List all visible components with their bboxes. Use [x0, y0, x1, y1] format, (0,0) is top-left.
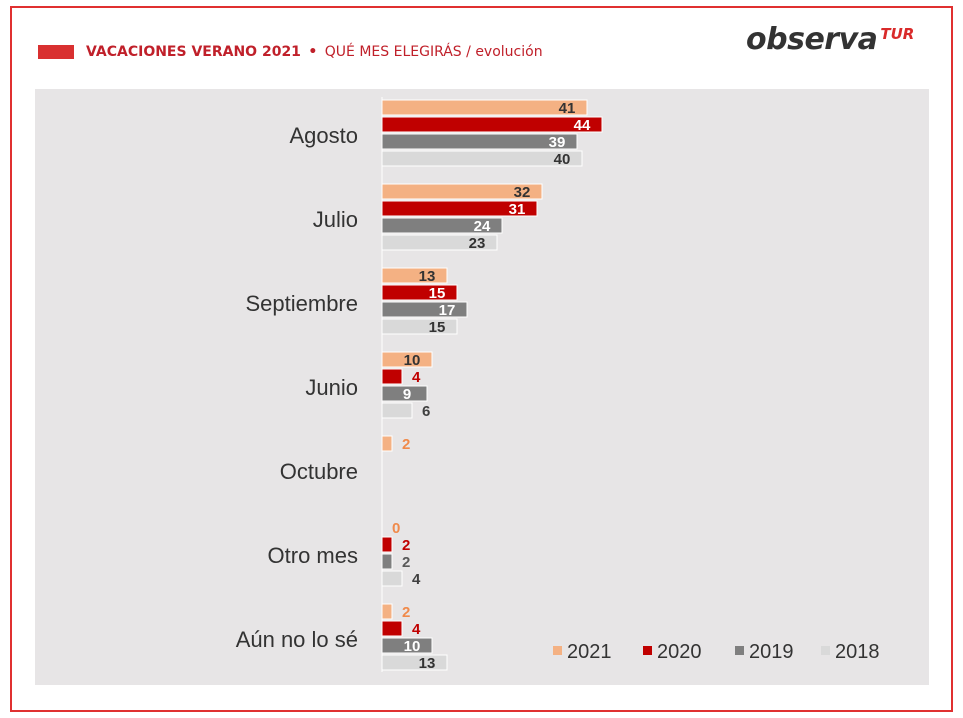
- bar-2020: [381, 116, 603, 133]
- bar-2018: [381, 402, 413, 419]
- page-frame: [10, 6, 953, 712]
- data-label-2019: 39: [549, 134, 566, 151]
- data-label-2021: 2: [402, 604, 410, 621]
- bar-2020: [381, 284, 458, 301]
- title-subtitle: QUÉ MES ELEGIRÁS / evolución: [324, 44, 543, 60]
- legend-swatch-2021: [553, 646, 562, 655]
- legend-label-2021: 2021: [567, 641, 612, 663]
- data-label-2020: 2: [402, 537, 410, 554]
- data-label-2019: 2: [402, 554, 410, 571]
- logo-accent-text: TUR: [880, 25, 915, 43]
- bar-2021: [381, 351, 433, 368]
- bar-2019: [381, 553, 393, 570]
- data-label-2019: 9: [403, 386, 411, 403]
- data-label-2018: 4: [412, 571, 421, 588]
- bar-2020: [381, 536, 393, 553]
- legend-swatch-2018: [821, 646, 830, 655]
- title-separator: •: [308, 44, 318, 60]
- title-main: VACACIONES VERANO 2021: [86, 44, 301, 60]
- data-label-2018: 15: [429, 319, 446, 336]
- bar-2019: [381, 301, 468, 318]
- bar-2018: [381, 654, 448, 671]
- legend-label-2018: 2018: [835, 641, 880, 663]
- bar-2021: [381, 267, 448, 284]
- category-label: Otro mes: [268, 543, 358, 568]
- bar-2019: [381, 385, 428, 402]
- data-label-2018: 40: [554, 151, 571, 168]
- legend-swatch-2019: [735, 646, 744, 655]
- data-label-2020: 4: [412, 621, 421, 638]
- bar-2021: [381, 603, 393, 620]
- bar-2020: [381, 200, 538, 217]
- bar-2019: [381, 637, 433, 654]
- data-label-2020: 15: [429, 285, 446, 302]
- data-label-2018: 6: [422, 403, 430, 420]
- data-label-2019: 10: [404, 638, 421, 655]
- data-label-2020: 4: [412, 369, 421, 386]
- data-label-2018: 23: [469, 235, 486, 252]
- bar-2021: [381, 435, 393, 452]
- data-label-2020: 31: [509, 201, 526, 218]
- logo-main-text: observa: [746, 22, 878, 57]
- header-accent-bar: [38, 45, 74, 59]
- data-label-2018: 13: [419, 655, 436, 672]
- bar-2021: [381, 99, 588, 116]
- data-label-2021: 13: [419, 268, 436, 285]
- data-label-2020: 44: [574, 117, 591, 134]
- page-title: VACACIONES VERANO 2021 • QUÉ MES ELEGIRÁ…: [86, 44, 543, 60]
- bar-2018: [381, 570, 403, 587]
- data-label-2019: 24: [474, 218, 491, 235]
- category-label: Junio: [305, 375, 358, 400]
- bar-2019: [381, 217, 503, 234]
- bar-2020: [381, 620, 403, 637]
- category-label: Agosto: [290, 123, 359, 148]
- category-label: Julio: [313, 207, 358, 232]
- bar-2019: [381, 133, 578, 150]
- observatur-logo: observa TUR: [746, 22, 914, 57]
- legend-swatch-2020: [643, 646, 652, 655]
- bar-2020: [381, 368, 403, 385]
- bar-2018: [381, 150, 583, 167]
- bar-2021: [381, 183, 543, 200]
- data-label-2021: 32: [514, 184, 531, 201]
- data-label-2019: 17: [439, 302, 456, 319]
- legend-label-2019: 2019: [749, 641, 794, 663]
- category-label: Octubre: [280, 459, 358, 484]
- data-label-2021: 41: [559, 100, 576, 117]
- data-label-2021: 10: [404, 352, 421, 369]
- bar-2018: [381, 234, 498, 251]
- data-label-2021: 0: [392, 520, 400, 537]
- category-label: Aún no lo sé: [236, 627, 358, 652]
- category-label: Septiembre: [245, 291, 358, 316]
- bar-2018: [381, 318, 458, 335]
- data-label-2021: 2: [402, 436, 410, 453]
- legend-label-2020: 2020: [657, 641, 702, 663]
